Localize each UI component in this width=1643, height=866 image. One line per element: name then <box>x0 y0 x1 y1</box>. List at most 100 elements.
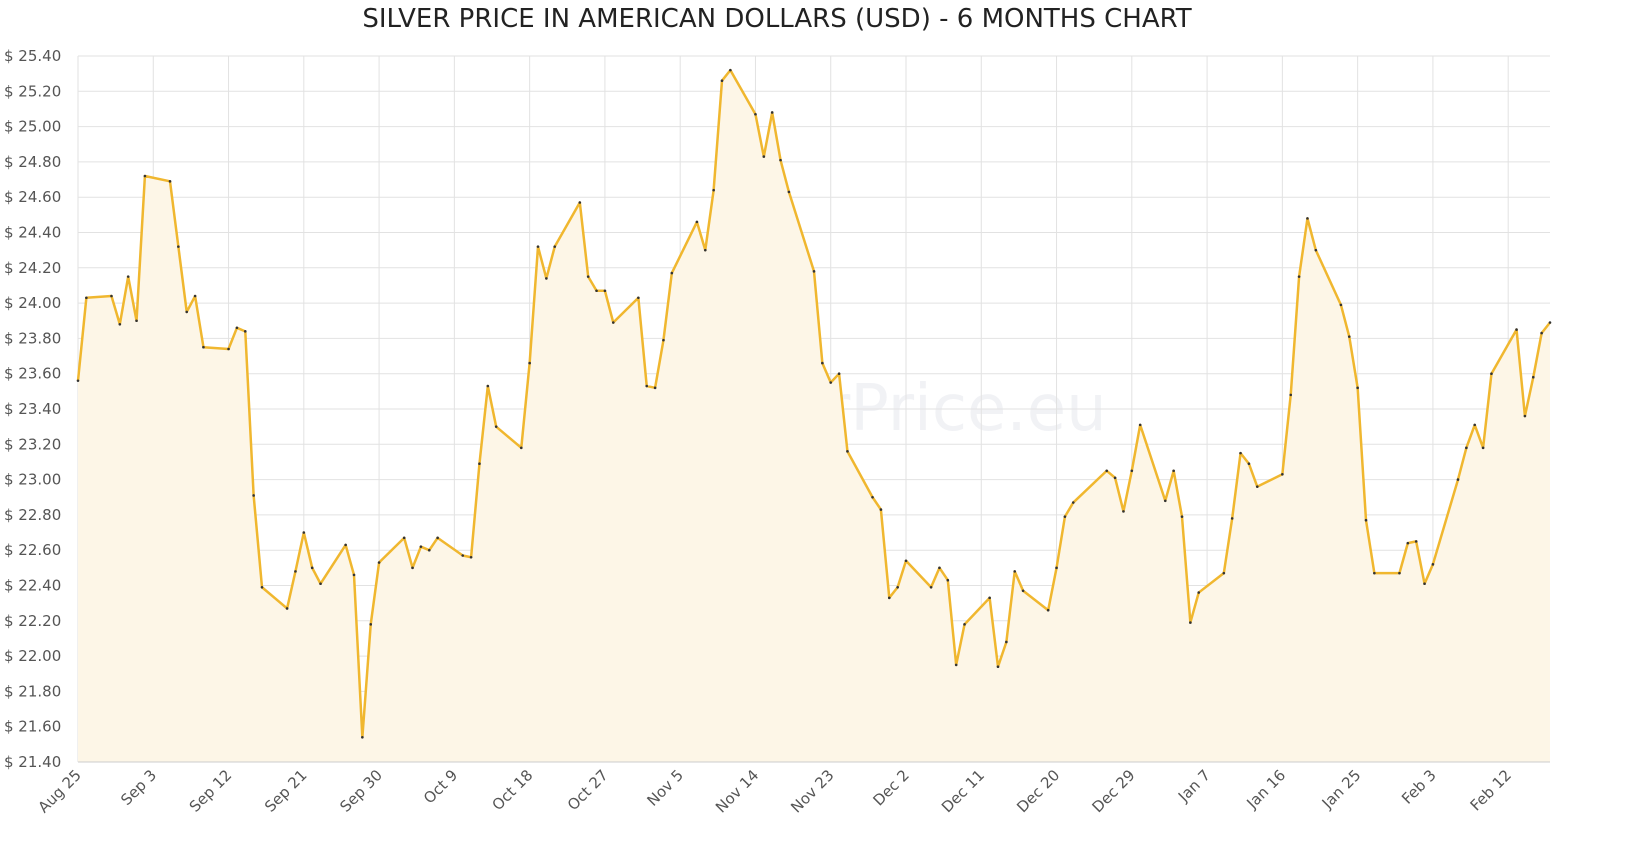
x-tick-label: Oct 27 <box>564 766 612 814</box>
y-tick-label: $ 24.60 <box>4 188 61 206</box>
point <box>135 319 138 323</box>
point <box>1189 621 1192 624</box>
point <box>1063 515 1067 518</box>
x-tick-label: Dec 29 <box>1089 766 1139 816</box>
point <box>1356 386 1359 390</box>
point <box>1314 248 1318 252</box>
point <box>829 381 833 384</box>
point <box>1414 540 1418 543</box>
y-tick-label: $ 24.00 <box>4 294 61 312</box>
point <box>1130 469 1134 473</box>
point <box>645 384 649 388</box>
point <box>310 566 314 570</box>
y-tick-label: $ 24.40 <box>4 224 61 242</box>
y-tick-label: $ 23.20 <box>4 435 61 453</box>
y-tick-label: $ 23.40 <box>4 400 61 418</box>
point <box>168 180 172 183</box>
point <box>1197 591 1201 594</box>
point <box>553 245 557 248</box>
point <box>1548 321 1552 324</box>
point <box>110 294 113 298</box>
point <box>193 294 197 298</box>
x-tick-label: Sep 3 <box>117 766 160 809</box>
point <box>235 326 239 330</box>
x-tick-label: Jan 7 <box>1174 766 1214 806</box>
point <box>1364 518 1368 522</box>
point <box>285 607 289 610</box>
point <box>143 174 147 178</box>
point <box>1013 570 1017 573</box>
x-tick-label: Dec 11 <box>938 766 988 816</box>
point <box>821 361 824 365</box>
point <box>469 555 473 559</box>
point <box>879 508 883 511</box>
point <box>637 296 640 300</box>
x-tick-label: Nov 23 <box>787 766 837 816</box>
point <box>260 585 264 589</box>
point <box>653 386 657 390</box>
point <box>1163 499 1167 503</box>
point <box>996 665 1000 668</box>
x-tick-label: Feb 12 <box>1467 766 1515 814</box>
y-tick-label: $ 25.20 <box>4 82 61 100</box>
point <box>1531 375 1535 379</box>
y-tick-label: $ 24.80 <box>4 153 61 171</box>
point <box>252 494 255 497</box>
point <box>1071 501 1075 504</box>
point <box>846 450 849 453</box>
point <box>402 536 406 540</box>
point <box>1105 469 1109 473</box>
point <box>887 596 891 600</box>
x-tick-label: Sep 21 <box>261 766 311 816</box>
point <box>1222 571 1226 575</box>
point <box>1339 303 1343 307</box>
x-tick-label: Dec 20 <box>1013 766 1063 816</box>
point <box>1406 541 1410 545</box>
point <box>611 321 615 324</box>
point <box>1180 515 1184 518</box>
point <box>1306 217 1309 220</box>
x-tick-label: Nov 5 <box>643 766 687 810</box>
area <box>78 70 1550 763</box>
y-tick-label: $ 25.40 <box>4 47 61 65</box>
point <box>904 559 908 563</box>
point <box>344 543 347 547</box>
x-tick-label: Feb 3 <box>1398 766 1440 808</box>
point <box>963 623 966 626</box>
x-tick-label: Nov 14 <box>712 766 762 816</box>
point <box>1456 478 1460 481</box>
y-tick-label: $ 25.00 <box>4 118 61 136</box>
y-tick-label: $ 22.60 <box>4 541 61 559</box>
point <box>126 275 130 278</box>
point <box>1255 485 1259 488</box>
y-tick-label: $ 22.40 <box>4 577 61 595</box>
point <box>812 270 816 273</box>
point <box>754 112 757 116</box>
point <box>1247 462 1251 466</box>
point <box>1465 446 1468 450</box>
point <box>528 361 531 365</box>
point <box>411 566 414 570</box>
point <box>1481 446 1485 450</box>
point <box>1055 566 1058 570</box>
y-tick-label: $ 24.20 <box>4 259 61 277</box>
point <box>1540 331 1543 335</box>
point <box>352 573 356 577</box>
point <box>988 596 991 600</box>
point <box>779 158 782 162</box>
point <box>536 245 540 248</box>
point <box>436 536 439 540</box>
point <box>177 245 180 248</box>
y-tick-label: $ 21.60 <box>4 718 61 736</box>
point <box>595 289 598 293</box>
point <box>478 462 481 466</box>
x-tick-label: Sep 12 <box>186 766 236 816</box>
point <box>1473 423 1477 427</box>
point <box>1289 393 1293 397</box>
y-tick-label: $ 23.80 <box>4 329 61 347</box>
point <box>1046 608 1050 612</box>
point <box>1113 476 1117 480</box>
point <box>1005 640 1008 644</box>
point <box>578 201 582 204</box>
point <box>1281 473 1284 476</box>
